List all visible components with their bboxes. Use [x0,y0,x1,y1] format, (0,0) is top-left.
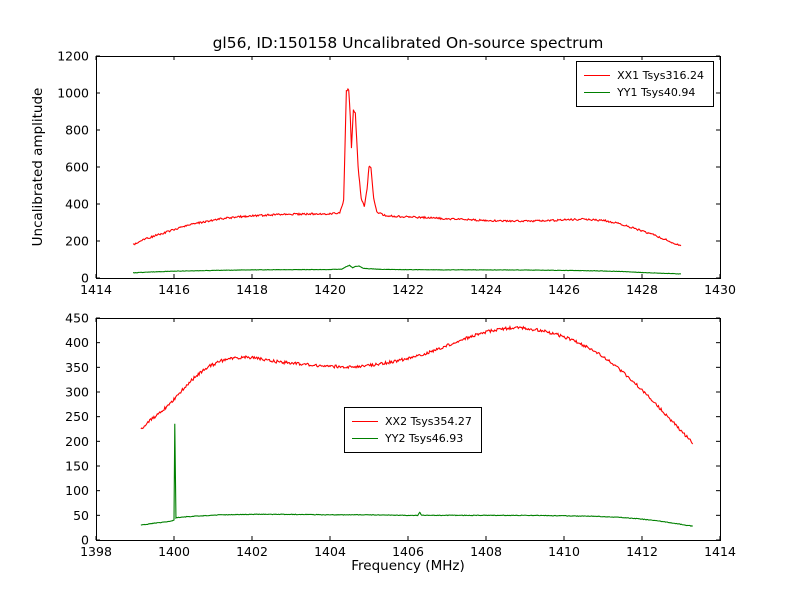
x-tick-label: 1414 [80,282,112,297]
y-tick-label: 1200 [57,49,89,64]
y-tick-label: 100 [65,483,89,498]
x-tick-label: 1424 [470,282,502,297]
y-tick-label: 300 [65,385,89,400]
legend-line-sample-red [584,75,611,76]
series-YY1 [133,264,682,275]
x-tick-label: 1414 [704,544,736,559]
legend-entry-yy1: YY1 Tsys40.94 [584,84,704,101]
x-tick-label: 1410 [548,544,580,559]
y-tick-label: 400 [65,335,89,350]
y-tick-label: 250 [65,409,89,424]
x-axis-label: Frequency (MHz) [351,558,465,574]
x-tick-label: 1404 [314,544,346,559]
y-tick-label: 200 [65,434,89,449]
x-tick-label: 1412 [626,544,658,559]
y-tick-label: 200 [65,234,89,249]
x-tick-label: 1430 [704,282,736,297]
legend-label: XX1 Tsys316.24 [617,69,704,82]
y-tick-label: 800 [65,123,89,138]
y-tick-label: 450 [65,311,89,326]
legend-line-sample-green [352,438,378,439]
x-tick-label: 1400 [158,544,190,559]
y-tick-label: 150 [65,459,89,474]
x-tick-label: 1406 [392,544,424,559]
x-tick-label: 1420 [314,282,346,297]
legend-entry-xx2: XX2 Tsys354.27 [352,413,472,430]
x-tick-label: 1398 [80,544,112,559]
series-YY2 [140,423,693,527]
series-XX1 [132,87,682,247]
y-tick-label: 600 [65,160,89,175]
axes-top: 1414 1416 1418 1420 1422 1424 1426 1428 1430 0 200… [57,49,736,298]
legend-entry-yy2: YY2 Tsys46.93 [352,430,472,447]
x-tick-label: 1402 [236,544,268,559]
x-tick-label: 1428 [626,282,658,297]
y-tick-label: 50 [73,508,89,523]
legend-bottom-chart: XX2 Tsys354.27 YY2 Tsys46.93 [344,407,482,453]
x-tick-label: 1418 [236,282,268,297]
legend-line-sample-green [584,92,611,93]
legend-label: XX2 Tsys354.27 [385,415,472,428]
chart-title: gl56, ID:150158 Uncalibrated On-source s… [212,34,604,52]
y-tick-label: 0 [81,271,89,286]
axes-bottom: 1398 1400 1402 1404 1406 1408 1410 1412 1414 0 50 1… [65,311,736,560]
legend-top-chart: XX1 Tsys316.24 YY1 Tsys40.94 [576,61,714,107]
y-tick-label: 400 [65,197,89,212]
x-tick-label: 1416 [158,282,190,297]
y-tick-label: 1000 [57,86,89,101]
legend-line-sample-red [352,421,378,422]
legend-entry-xx1: XX1 Tsys316.24 [584,67,704,84]
legend-label: YY1 Tsys40.94 [617,86,696,99]
y-tick-label: 0 [81,533,89,548]
y-axis-label: Uncalibrated amplitude [30,87,46,247]
x-tick-label: 1422 [392,282,424,297]
x-tick-label: 1408 [470,544,502,559]
y-tick-label: 350 [65,360,89,375]
series-XX2 [140,324,694,445]
x-tick-label: 1426 [548,282,580,297]
legend-label: YY2 Tsys46.93 [385,432,464,445]
